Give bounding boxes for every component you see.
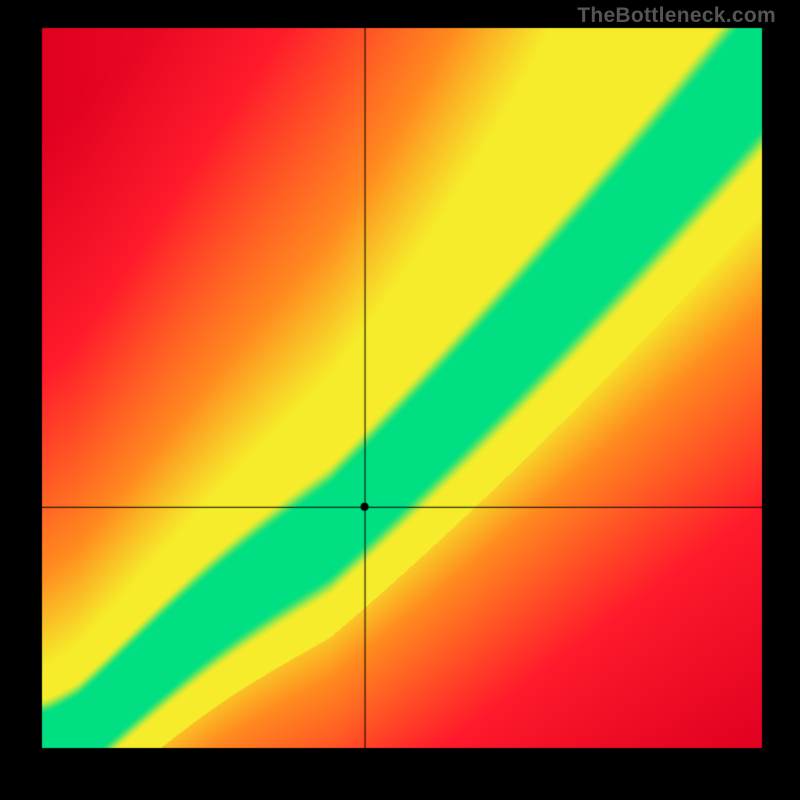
heatmap-canvas: [0, 0, 800, 800]
chart-container: TheBottleneck.com: [0, 0, 800, 800]
watermark-label: TheBottleneck.com: [577, 4, 776, 28]
